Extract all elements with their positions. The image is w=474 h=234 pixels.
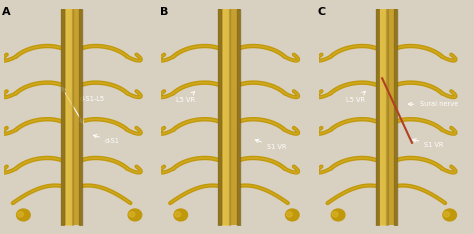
Ellipse shape [332,212,338,217]
Text: A: A [2,7,11,17]
Text: L5 VR: L5 VR [346,91,365,103]
Text: S1 VR: S1 VR [413,139,444,148]
Ellipse shape [444,212,450,217]
Ellipse shape [443,209,456,221]
Text: d-S1: d-S1 [93,135,119,144]
Ellipse shape [286,212,292,217]
FancyBboxPatch shape [61,9,82,225]
Ellipse shape [175,212,181,217]
Ellipse shape [129,212,135,217]
Ellipse shape [128,209,142,221]
Ellipse shape [174,209,188,221]
FancyBboxPatch shape [376,9,397,225]
Text: C: C [318,7,326,17]
FancyBboxPatch shape [219,9,239,225]
Text: d-S1-L5: d-S1-L5 [80,96,105,102]
Ellipse shape [285,209,299,221]
Ellipse shape [331,209,345,221]
Ellipse shape [17,209,30,221]
Text: B: B [160,7,169,17]
Text: L5 VR: L5 VR [176,92,195,103]
Text: S1 VR: S1 VR [255,139,286,150]
Text: Sural nerve: Sural nerve [408,101,458,107]
Ellipse shape [18,212,23,217]
